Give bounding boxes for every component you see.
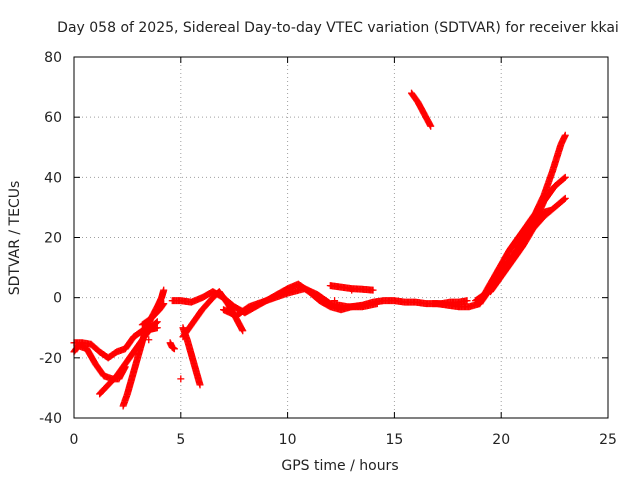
y-tick-labels: -40 -20 0 20 40 60 80 [39, 50, 62, 427]
data-point [561, 194, 569, 202]
x-tick-label: 25 [599, 432, 617, 448]
chart-title: Day 058 of 2025, Sidereal Day-to-day VTE… [57, 20, 619, 36]
data-point [196, 381, 204, 389]
grid-lines [74, 57, 608, 418]
data-point [159, 301, 167, 309]
x-tick-label: 0 [70, 432, 79, 448]
data-points [70, 89, 569, 410]
data-point [160, 286, 168, 294]
series-track-10 [220, 285, 381, 320]
x-tick-label: 10 [279, 432, 297, 448]
plot-frame [73, 56, 609, 419]
data-point [153, 318, 161, 326]
data-point [160, 300, 168, 308]
data-point [561, 173, 569, 181]
data-point [170, 345, 178, 353]
data-point [369, 286, 377, 294]
y-tick-label: 20 [44, 231, 62, 247]
data-point [177, 375, 185, 383]
data-point [560, 195, 568, 203]
y-tick-label: 80 [44, 50, 62, 66]
data-point [152, 319, 160, 327]
x-axis-label: GPS time / hours [281, 458, 398, 474]
y-tick-label: 0 [53, 291, 62, 307]
series-track-6 [166, 339, 178, 353]
y-tick-label: 60 [44, 110, 62, 126]
data-point [427, 122, 435, 130]
series-track-11 [326, 282, 377, 294]
series-track-17 [493, 206, 554, 287]
data-point [561, 131, 569, 139]
x-tick-labels: 0 5 10 15 20 25 [70, 432, 617, 448]
data-point [239, 327, 247, 335]
y-tick-label: 40 [44, 170, 62, 186]
data-point [463, 297, 471, 305]
x-tick-label: 20 [492, 432, 510, 448]
y-tick-label: -40 [39, 411, 62, 427]
data-point [331, 297, 339, 305]
x-tick-label: 5 [176, 432, 185, 448]
data-point [373, 300, 381, 308]
series-track-13 [429, 297, 471, 308]
data-point [348, 286, 356, 294]
x-tick-label: 15 [385, 432, 403, 448]
y-tick-label: -20 [39, 351, 62, 367]
y-axis-label: SDTVAR / TECUs [7, 181, 23, 296]
series-track-12 [407, 89, 435, 130]
data-point [546, 206, 554, 214]
series-isolated [145, 286, 356, 383]
data-point [560, 174, 568, 182]
data-point [145, 336, 153, 344]
series-track-5 [138, 300, 168, 329]
